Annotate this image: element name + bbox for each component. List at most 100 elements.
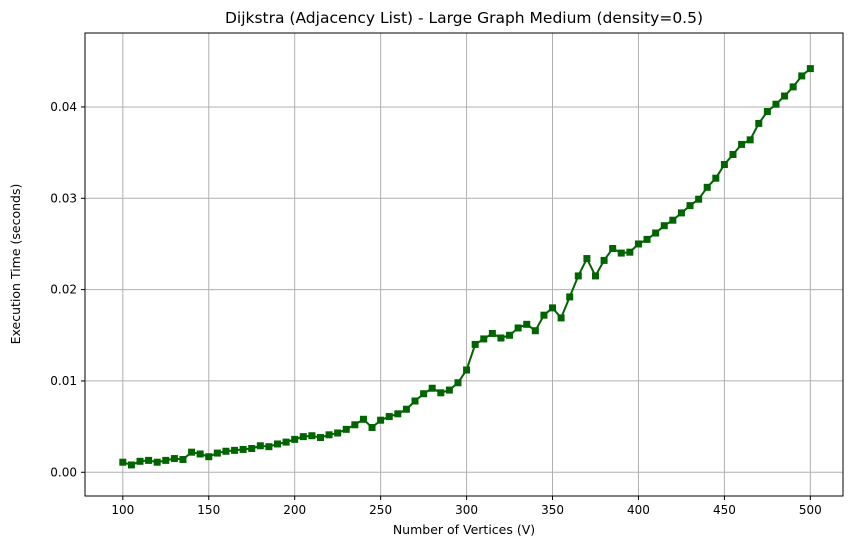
- data-point: [454, 379, 462, 387]
- y-tick-label: 0.00: [50, 465, 77, 479]
- data-point: [695, 195, 703, 203]
- data-point: [196, 450, 204, 458]
- data-point: [746, 136, 754, 144]
- x-tick-label: 100: [111, 503, 134, 517]
- data-point: [437, 389, 445, 397]
- data-point: [368, 424, 376, 432]
- data-point: [145, 456, 153, 464]
- data-point: [162, 456, 170, 464]
- data-point: [428, 384, 436, 392]
- data-point: [686, 202, 694, 210]
- data-point: [119, 458, 127, 466]
- data-point: [523, 320, 531, 328]
- data-point: [385, 413, 393, 421]
- data-point: [729, 150, 737, 158]
- x-tick-label: 450: [713, 503, 736, 517]
- data-point: [781, 92, 789, 100]
- data-point: [591, 272, 599, 280]
- data-point: [557, 314, 565, 322]
- data-point: [248, 445, 256, 453]
- data-point: [583, 255, 591, 263]
- data-point: [514, 324, 522, 332]
- data-point: [600, 256, 608, 264]
- data-point: [480, 335, 488, 343]
- data-point: [274, 440, 282, 448]
- data-point: [308, 432, 316, 440]
- data-point: [634, 240, 642, 248]
- data-point: [720, 161, 728, 168]
- data-point: [127, 461, 135, 469]
- data-point: [316, 434, 324, 442]
- data-point: [231, 446, 239, 454]
- x-tick-label: 250: [369, 503, 392, 517]
- data-point: [574, 272, 582, 280]
- data-point: [188, 448, 196, 456]
- data-point: [170, 455, 178, 463]
- data-point: [179, 455, 187, 463]
- data-point: [669, 216, 677, 224]
- data-point: [531, 327, 539, 335]
- data-point: [471, 340, 479, 348]
- data-point: [609, 245, 617, 253]
- x-gridlines: [122, 33, 811, 496]
- data-point: [617, 249, 625, 257]
- data-point: [205, 453, 213, 461]
- data-point: [239, 445, 247, 453]
- data-point: [566, 293, 574, 301]
- data-point: [549, 304, 557, 312]
- data-point: [463, 366, 471, 374]
- x-tick-label: 500: [799, 503, 822, 517]
- data-point: [153, 458, 161, 466]
- data-point: [506, 331, 514, 339]
- data-point: [488, 329, 496, 337]
- data-point: [445, 386, 453, 394]
- data-point: [265, 443, 273, 451]
- data-point: [359, 415, 367, 423]
- chart-title: Dijkstra (Adjacency List) - Large Graph …: [225, 9, 703, 27]
- x-axis-label: Number of Vertices (V): [393, 522, 535, 537]
- data-point: [497, 334, 505, 342]
- data-point: [282, 438, 290, 446]
- y-tick-label: 0.02: [50, 283, 77, 297]
- data-point: [222, 447, 230, 455]
- plot-frame: [84, 32, 844, 497]
- data-point: [789, 83, 797, 91]
- data-point: [763, 108, 771, 116]
- data-point: [411, 397, 419, 405]
- y-axis-ticks: 0.00 0.01 0.02 0.03 0.04: [50, 100, 85, 479]
- data-point: [626, 248, 634, 256]
- data-point: [712, 174, 720, 182]
- data-point: [256, 442, 264, 450]
- data-point: [677, 209, 685, 217]
- data-point: [377, 416, 385, 424]
- data-point: [540, 311, 548, 319]
- data-series: [119, 65, 814, 469]
- data-point: [394, 410, 402, 418]
- data-point: [334, 429, 342, 437]
- data-point: [420, 390, 428, 398]
- x-tick-label: 150: [197, 503, 220, 517]
- data-point: [652, 229, 660, 237]
- y-axis-label: Execution Time (seconds): [8, 184, 23, 345]
- data-point: [291, 435, 299, 443]
- data-point: [660, 222, 668, 230]
- y-tick-label: 0.03: [50, 191, 77, 205]
- data-point: [798, 72, 806, 80]
- y-tick-label: 0.01: [50, 374, 77, 388]
- data-point: [351, 421, 359, 429]
- data-point: [738, 140, 746, 148]
- x-tick-label: 300: [455, 503, 478, 517]
- data-point: [755, 119, 763, 127]
- x-tick-label: 400: [627, 503, 650, 517]
- x-tick-label: 200: [283, 503, 306, 517]
- data-point: [213, 449, 221, 457]
- x-tick-label: 350: [541, 503, 564, 517]
- data-point: [772, 100, 780, 108]
- data-point: [643, 235, 651, 243]
- y-gridlines: [85, 106, 843, 473]
- data-point: [806, 65, 814, 73]
- data-point: [703, 183, 711, 191]
- data-point: [325, 431, 333, 439]
- y-tick-label: 0.04: [50, 100, 77, 114]
